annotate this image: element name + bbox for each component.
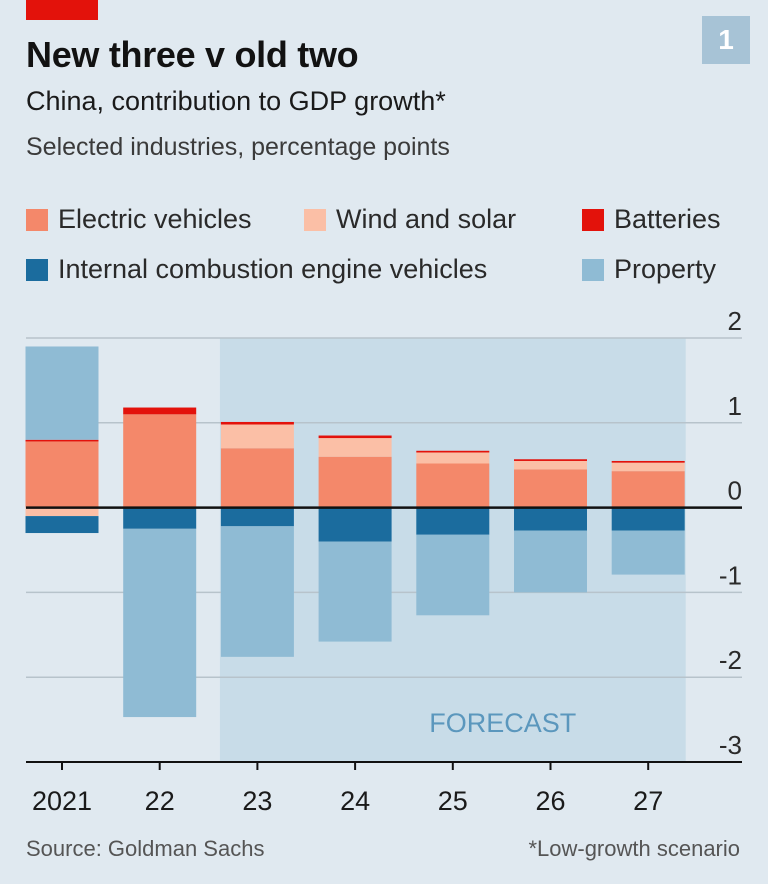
bar-segment-internal-combustion-engine-vehicles-27	[611, 507, 685, 531]
legend-label-property: Property	[614, 254, 717, 284]
bar-segment-property-22	[123, 528, 197, 718]
footnote: *Low-growth scenario	[528, 836, 740, 861]
y-tick-label: 0	[728, 476, 742, 506]
legend-swatch-property	[582, 258, 604, 281]
bar-segment-wind-and-solar-27	[611, 462, 685, 472]
legend-swatch-batteries	[582, 208, 604, 231]
bar-segment-batteries-2021	[25, 439, 99, 442]
y-tick-label: -2	[719, 645, 742, 675]
legend-item-ice-vehicles: Internal combustion engine vehicles	[26, 254, 487, 285]
forecast-label: FORECAST	[429, 708, 576, 738]
bar-segment-property-25	[416, 534, 490, 616]
x-tick-label: 26	[535, 786, 565, 816]
bar-segment-internal-combustion-engine-vehicles-2021	[25, 516, 99, 534]
bar-segment-electric-vehicles-26	[514, 469, 587, 508]
x-tick-label: 2021	[32, 786, 92, 816]
economist-red-tag	[26, 0, 98, 20]
y-tick-label: 1	[728, 391, 742, 421]
bar-segment-batteries-22	[123, 407, 197, 415]
legend-item-electric-vehicles: Electric vehicles	[26, 204, 252, 235]
chart-number-badge: 1	[702, 16, 750, 64]
bar-segment-batteries-26	[514, 459, 587, 461]
source-note: Source: Goldman Sachs	[26, 836, 265, 861]
bar-segment-electric-vehicles-2021	[25, 441, 99, 508]
y-tick-label: -3	[719, 730, 742, 760]
bar-segment-internal-combustion-engine-vehicles-26	[514, 507, 587, 531]
bar-segment-electric-vehicles-24	[318, 456, 392, 508]
x-tick-label: 27	[633, 786, 663, 816]
bar-segment-batteries-25	[416, 450, 490, 453]
chart-subtitle: China, contribution to GDP growth*	[26, 86, 446, 116]
bar-segment-wind-and-solar-26	[514, 460, 587, 470]
bar-segment-wind-and-solar-23	[220, 424, 294, 449]
bar-segment-electric-vehicles-25	[416, 463, 490, 508]
bar-segment-property-24	[318, 541, 392, 642]
legend-label-batteries: Batteries	[614, 204, 721, 234]
legend-item-batteries: Batteries	[582, 204, 721, 235]
bar-segment-electric-vehicles-22	[123, 414, 197, 508]
legend-item-wind-and-solar: Wind and solar	[304, 204, 516, 235]
y-tick-label: -1	[719, 560, 742, 590]
y-tick-label: 2	[728, 306, 742, 336]
legend-swatch-electric-vehicles	[26, 208, 48, 231]
bar-segment-wind-and-solar-24	[318, 438, 392, 457]
x-tick-label: 22	[145, 786, 175, 816]
x-tick-label: 24	[340, 786, 370, 816]
chart-title: New three v old two	[26, 34, 359, 75]
bar-segment-electric-vehicles-27	[611, 471, 685, 508]
bar-segment-wind-and-solar-25	[416, 452, 490, 464]
legend-label-wind-and-solar: Wind and solar	[336, 204, 517, 234]
legend-swatch-ice-vehicles	[26, 258, 48, 281]
bar-segment-internal-combustion-engine-vehicles-24	[318, 507, 392, 542]
x-tick-label: 23	[242, 786, 272, 816]
x-tick-label: 25	[438, 786, 468, 816]
bar-segment-internal-combustion-engine-vehicles-22	[123, 507, 197, 529]
bar-segment-batteries-24	[318, 435, 392, 439]
bar-segment-property-27	[611, 530, 685, 575]
bar-segment-electric-vehicles-23	[220, 448, 294, 508]
chart-units: Selected industries, percentage points	[26, 133, 450, 161]
legend-label-ice-vehicles: Internal combustion engine vehicles	[58, 254, 488, 284]
bar-segment-property-23	[220, 526, 294, 657]
bar-segment-internal-combustion-engine-vehicles-23	[220, 507, 294, 527]
bar-segment-batteries-27	[611, 460, 685, 463]
bar-segment-wind-and-solar-2021	[25, 507, 99, 517]
bar-segment-batteries-23	[220, 421, 294, 425]
bar-segment-property-26	[514, 530, 587, 593]
legend-label-electric-vehicles: Electric vehicles	[58, 204, 252, 234]
bar-segment-property-2021	[25, 346, 99, 440]
legend-swatch-wind-and-solar	[304, 208, 326, 231]
bar-segment-internal-combustion-engine-vehicles-25	[416, 507, 490, 535]
legend-item-property: Property	[582, 254, 716, 285]
